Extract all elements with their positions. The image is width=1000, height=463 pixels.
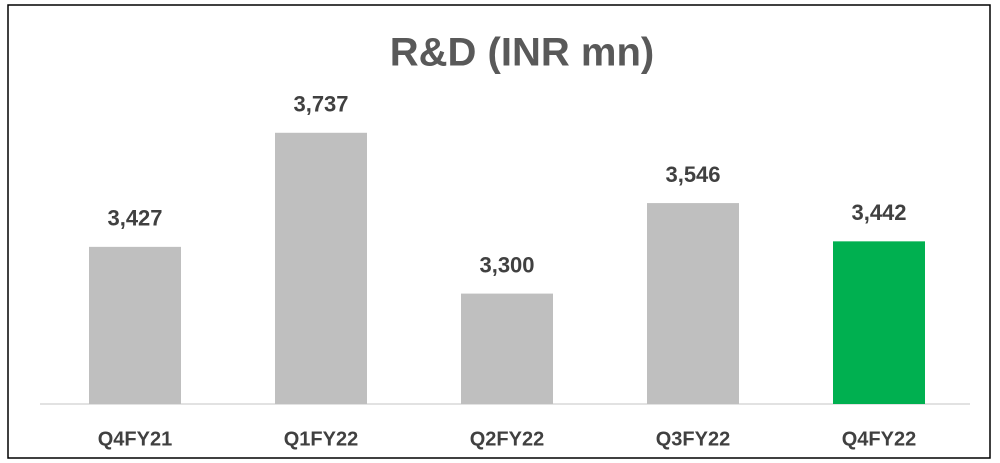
x-tick-label: Q4FY21 — [98, 428, 172, 450]
data-label: 3,442 — [851, 200, 906, 225]
bar — [275, 132, 367, 404]
data-label: 3,300 — [479, 252, 534, 277]
x-tick-label: Q4FY22 — [842, 428, 916, 450]
bar — [833, 241, 925, 404]
chart-title: R&D (INR mn) — [390, 31, 654, 75]
x-tick-label: Q2FY22 — [470, 428, 544, 450]
x-tick-label: Q1FY22 — [284, 428, 358, 450]
bar — [461, 293, 553, 404]
bar — [647, 203, 739, 404]
x-tick-label: Q3FY22 — [656, 428, 730, 450]
bar — [89, 246, 181, 404]
data-label: 3,737 — [293, 92, 348, 117]
data-label: 3,546 — [665, 162, 720, 187]
data-label: 3,427 — [107, 206, 162, 231]
